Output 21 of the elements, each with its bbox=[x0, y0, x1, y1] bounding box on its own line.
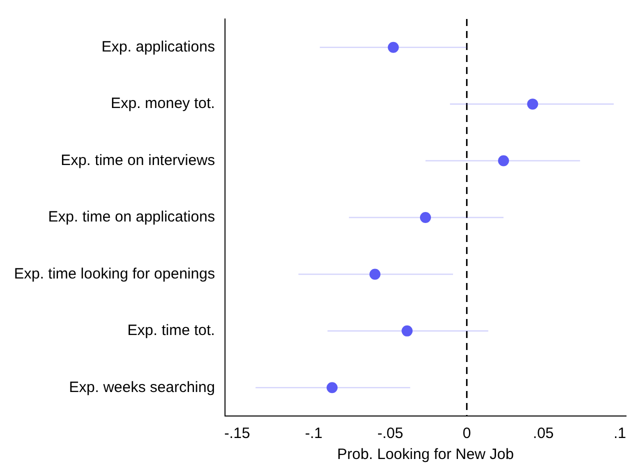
y-tick-label: Exp. time tot. bbox=[127, 322, 215, 340]
y-tick-label: Exp. weeks searching bbox=[69, 378, 215, 396]
point bbox=[527, 98, 538, 110]
x-tick-label: .05 bbox=[532, 425, 554, 442]
point bbox=[402, 325, 413, 336]
x-tick-label: -.15 bbox=[224, 425, 250, 442]
x-axis-title: Prob. Looking for New Job bbox=[337, 446, 514, 464]
y-tick-label: Exp. time on interviews bbox=[60, 152, 215, 169]
y-tick-label: Exp. applications bbox=[102, 38, 215, 56]
y-tick-label: Exp. time on applications bbox=[48, 208, 215, 226]
point bbox=[420, 212, 431, 223]
x-tick-label: -.05 bbox=[377, 425, 404, 442]
x-tick-label: 0 bbox=[462, 425, 471, 442]
point bbox=[369, 268, 380, 280]
x-tick-label: -.1 bbox=[304, 425, 322, 442]
point bbox=[326, 382, 338, 394]
y-tick-label: Exp. time looking for openings bbox=[14, 265, 215, 282]
x-tick-label: .1 bbox=[614, 425, 626, 442]
y-tick-label: Exp. money tot. bbox=[110, 95, 215, 112]
point bbox=[498, 155, 510, 166]
point bbox=[388, 42, 399, 53]
